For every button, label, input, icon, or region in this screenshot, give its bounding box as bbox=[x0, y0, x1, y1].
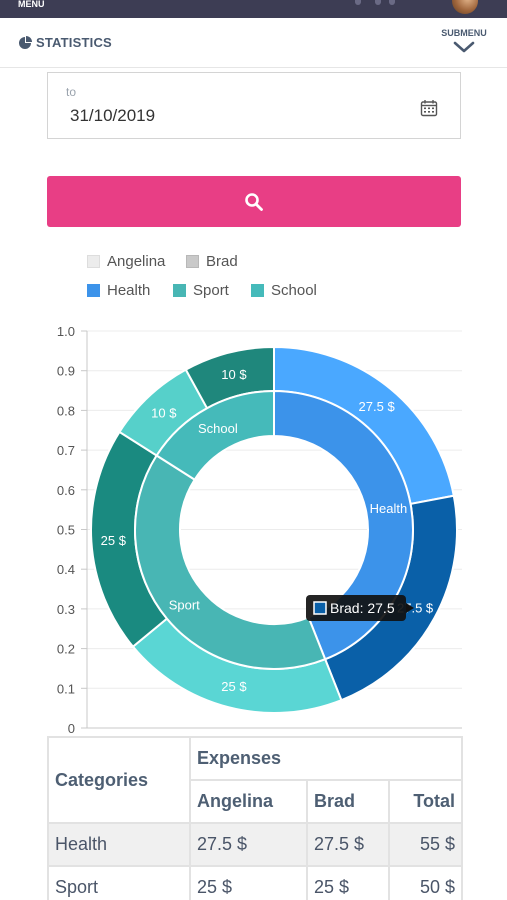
header-expenses: Expenses bbox=[189, 736, 463, 781]
y-tick-label: 0.8 bbox=[57, 403, 75, 418]
outer-ring-label: 10 $ bbox=[151, 406, 177, 421]
menu-button[interactable]: MENU bbox=[18, 0, 45, 9]
legend-item-angelina[interactable]: Angelina bbox=[87, 253, 165, 270]
legend-label: School bbox=[271, 282, 317, 299]
legend-swatch bbox=[87, 255, 100, 268]
top-bar: MENU bbox=[0, 0, 507, 18]
legend-label: Health bbox=[107, 282, 151, 299]
outer-ring-label: 27.5 $ bbox=[359, 399, 396, 414]
outer-ring-label: 10 $ bbox=[221, 367, 247, 382]
legend-people: Angelina Brad bbox=[87, 253, 387, 273]
inner-ring-slice bbox=[155, 389, 275, 482]
header-categories: Categories bbox=[47, 736, 191, 824]
tooltip-swatch bbox=[313, 601, 327, 615]
y-tick-label: 0.7 bbox=[57, 443, 75, 458]
legend-label: Angelina bbox=[107, 253, 166, 270]
y-tick-label: 0.3 bbox=[57, 602, 75, 617]
y-tick-label: 0.1 bbox=[57, 681, 75, 696]
legend-categories: Health Sport School bbox=[87, 282, 387, 302]
topbar-status-icons bbox=[355, 0, 395, 6]
header-angelina: Angelina bbox=[189, 779, 308, 824]
inner-ring-slice bbox=[134, 454, 327, 670]
page-title: STATISTICS bbox=[36, 35, 112, 50]
row-brad: 27.5 $ bbox=[306, 822, 390, 867]
chart-tooltip bbox=[306, 595, 406, 621]
inner-ring-slice bbox=[273, 389, 414, 661]
legend-item-brad[interactable]: Brad bbox=[186, 253, 238, 270]
page-header: STATISTICS SUBMENU bbox=[0, 18, 507, 68]
legend-label: Sport bbox=[193, 282, 229, 299]
search-icon bbox=[245, 192, 263, 211]
inner-ring-label: Health bbox=[370, 501, 408, 516]
legend-swatch bbox=[251, 284, 264, 297]
date-to-field[interactable]: to 31/10/2019 bbox=[47, 72, 461, 139]
row-total: 50 $ bbox=[388, 865, 463, 900]
row-category: Sport bbox=[47, 865, 191, 900]
row-angelina: 25 $ bbox=[189, 865, 308, 900]
row-angelina: 27.5 $ bbox=[189, 822, 308, 867]
y-tick-label: 0.5 bbox=[57, 523, 75, 538]
legend-item-school[interactable]: School bbox=[251, 282, 317, 299]
header-brad: Brad bbox=[306, 779, 390, 824]
y-tick-label: 0 bbox=[68, 721, 75, 736]
inner-ring-label: Sport bbox=[169, 597, 200, 612]
expenses-table: Categories Expenses Angelina Brad Total … bbox=[47, 736, 463, 900]
header-total: Total bbox=[388, 779, 463, 824]
y-tick-label: 0.9 bbox=[57, 364, 75, 379]
chevron-down-icon bbox=[453, 41, 475, 53]
statistics-title: STATISTICS bbox=[18, 35, 112, 50]
submenu-button[interactable]: SUBMENU bbox=[438, 28, 490, 59]
date-to-value[interactable]: 31/10/2019 bbox=[70, 106, 156, 125]
legend-swatch bbox=[186, 255, 199, 268]
table-row: Sport 25 $ 25 $ 50 $ bbox=[47, 865, 463, 900]
legend-item-sport[interactable]: Sport bbox=[173, 282, 229, 299]
y-tick-label: 1.0 bbox=[57, 324, 75, 339]
date-to-label: to bbox=[66, 85, 77, 99]
row-total: 55 $ bbox=[388, 822, 463, 867]
legend-item-health[interactable]: Health bbox=[87, 282, 150, 299]
y-tick-label: 0.4 bbox=[57, 562, 75, 577]
calendar-icon[interactable] bbox=[420, 99, 438, 117]
y-tick-label: 0.6 bbox=[57, 483, 75, 498]
pie-chart-icon bbox=[19, 35, 32, 49]
row-category: Health bbox=[47, 822, 191, 867]
avatar[interactable] bbox=[452, 0, 478, 14]
submenu-label: SUBMENU bbox=[441, 28, 487, 38]
y-tick-label: 0.2 bbox=[57, 642, 75, 657]
legend-swatch bbox=[173, 284, 186, 297]
tooltip-caret bbox=[406, 603, 414, 613]
outer-ring-label: 25 $ bbox=[221, 679, 247, 694]
legend-label: Brad bbox=[206, 253, 238, 270]
table-row: Health 27.5 $ 27.5 $ 55 $ bbox=[47, 822, 463, 867]
search-button[interactable] bbox=[47, 176, 461, 227]
row-brad: 25 $ bbox=[306, 865, 390, 900]
inner-ring-label: School bbox=[198, 421, 238, 436]
legend-swatch bbox=[87, 284, 100, 297]
tooltip-text: Brad: 27.5 bbox=[330, 600, 395, 616]
outer-ring-label: 25 $ bbox=[101, 533, 127, 548]
